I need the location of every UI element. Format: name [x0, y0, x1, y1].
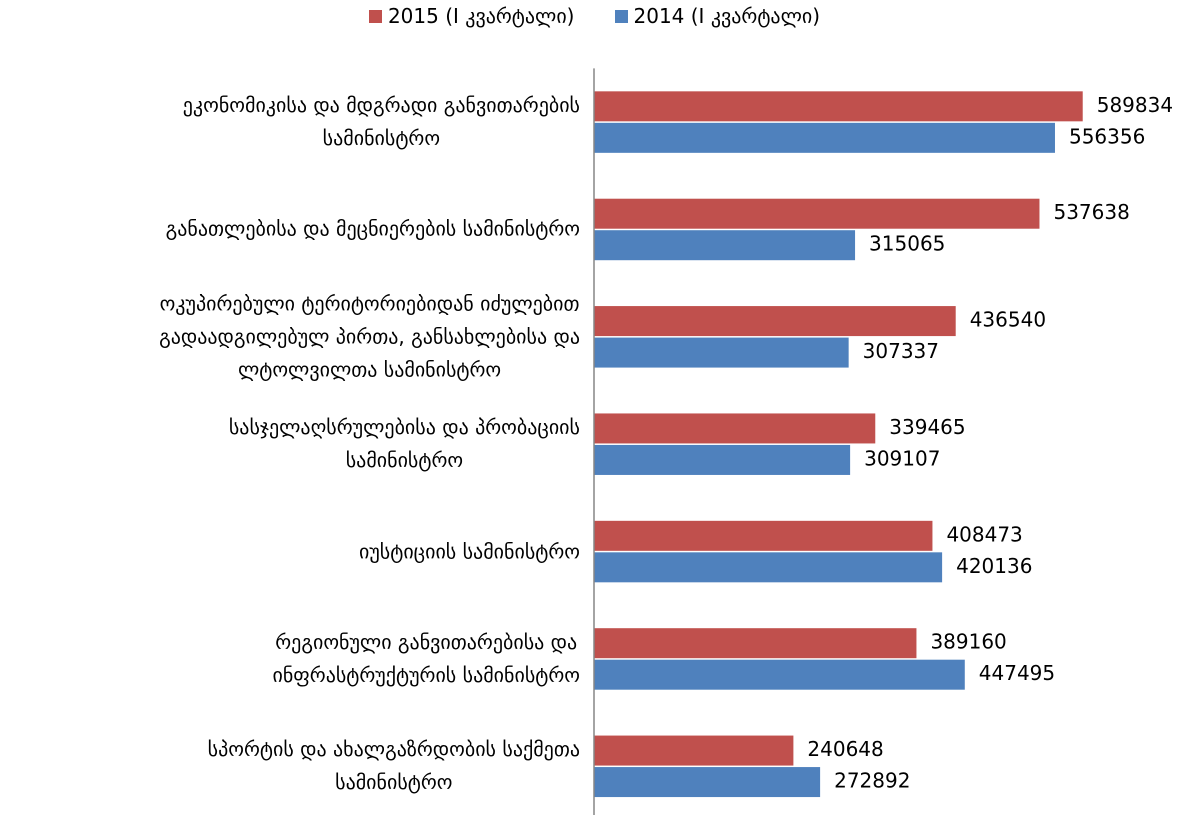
y-tick-label: რეგიონული განვითარებისა და ინფრასტრუქტურ… — [272, 629, 580, 687]
legend-swatch — [368, 9, 382, 23]
data-label: 436540 — [970, 308, 1046, 332]
legend: 2015 (I კვარტალი) 2014 (I კვარტალი) — [0, 4, 1189, 28]
data-label: 309107 — [864, 446, 940, 470]
y-tick-label: ეკონომიკისა და მდგრადი განვითარების სამი… — [182, 93, 580, 151]
legend-label: 2014 (I კვარტალი) — [633, 4, 821, 28]
bar — [594, 413, 876, 444]
legend-item: 2015 (I კვარტალი) — [368, 4, 575, 28]
data-label: 389160 — [930, 630, 1006, 654]
legend-label: 2015 (I კვარტალი) — [387, 4, 575, 28]
data-label: 447495 — [979, 661, 1055, 685]
legend-item: 2014 (I კვარტალი) — [614, 4, 821, 28]
data-label: 307337 — [863, 339, 939, 363]
data-label: 408473 — [946, 522, 1022, 546]
bar — [594, 628, 917, 659]
legend-swatch — [614, 9, 628, 23]
y-tick-label: ოკუპირებული ტერიტორიებიდან იძულებით გადა… — [159, 291, 580, 382]
y-tick-label: იუსტიციის სამინისტრო — [358, 539, 580, 564]
data-label: 537638 — [1053, 200, 1129, 224]
bar — [594, 444, 851, 475]
bar — [594, 735, 794, 766]
data-label: 589834 — [1097, 93, 1173, 117]
bar — [594, 198, 1040, 229]
y-tick-label: სასჯელაღსრულებისა და პრობაციის სამინისტრ… — [228, 415, 580, 473]
y-tick-label: სპორტის და ახალგაზრდობის საქმეთა სამინის… — [207, 737, 580, 795]
data-label: 420136 — [956, 554, 1032, 578]
y-tick-label: განათლებისა და მეცნიერების სამინისტრო — [165, 216, 580, 241]
data-label: 315065 — [869, 232, 945, 256]
data-label: 339465 — [889, 415, 965, 439]
data-label: 556356 — [1069, 124, 1145, 148]
bar — [594, 230, 856, 261]
bar — [594, 659, 965, 690]
bar — [594, 767, 821, 798]
data-label: 272892 — [834, 769, 910, 793]
bar — [594, 91, 1083, 122]
bar — [594, 520, 933, 551]
data-label: 240648 — [807, 737, 883, 761]
bar — [594, 306, 956, 337]
bar — [594, 552, 943, 583]
bar — [594, 122, 1055, 153]
bar — [594, 337, 849, 368]
